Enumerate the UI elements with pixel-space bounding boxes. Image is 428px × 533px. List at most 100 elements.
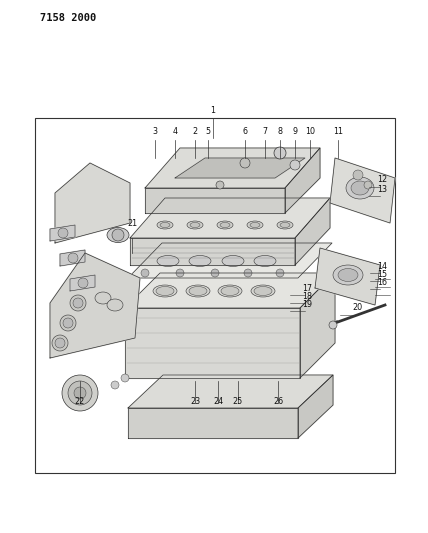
Ellipse shape [222, 255, 244, 266]
Text: 8: 8 [277, 127, 282, 136]
Circle shape [274, 147, 286, 159]
Circle shape [276, 269, 284, 277]
Circle shape [353, 170, 363, 180]
Circle shape [63, 318, 73, 328]
Text: 4: 4 [172, 127, 178, 136]
Circle shape [52, 335, 68, 351]
Ellipse shape [153, 285, 177, 297]
Text: 16: 16 [377, 278, 387, 287]
Ellipse shape [157, 221, 173, 229]
Circle shape [216, 181, 224, 189]
Ellipse shape [346, 177, 374, 199]
Polygon shape [125, 273, 335, 308]
Circle shape [121, 374, 129, 382]
Ellipse shape [189, 255, 211, 266]
Text: 13: 13 [377, 185, 387, 194]
Text: 7: 7 [262, 127, 268, 136]
Circle shape [70, 295, 86, 311]
Circle shape [55, 338, 65, 348]
Polygon shape [128, 408, 298, 438]
Ellipse shape [107, 228, 129, 243]
Polygon shape [145, 148, 320, 188]
Text: 17: 17 [302, 284, 312, 293]
Polygon shape [50, 253, 140, 358]
Polygon shape [60, 250, 85, 266]
Text: 7158 2000: 7158 2000 [40, 13, 96, 23]
Ellipse shape [254, 287, 272, 295]
Text: 18: 18 [302, 292, 312, 301]
Ellipse shape [250, 222, 260, 228]
Polygon shape [300, 273, 335, 378]
Polygon shape [130, 198, 330, 238]
Ellipse shape [107, 299, 123, 311]
Text: 21: 21 [127, 219, 137, 228]
Ellipse shape [190, 222, 200, 228]
Text: 1: 1 [211, 106, 216, 115]
Ellipse shape [95, 292, 111, 304]
Circle shape [78, 278, 88, 288]
Text: 20: 20 [352, 303, 362, 312]
Ellipse shape [338, 269, 358, 281]
Circle shape [364, 181, 372, 189]
Circle shape [60, 315, 76, 331]
Polygon shape [70, 275, 95, 291]
Ellipse shape [187, 221, 203, 229]
Ellipse shape [254, 255, 276, 266]
Circle shape [58, 228, 68, 238]
Ellipse shape [157, 255, 179, 266]
Polygon shape [145, 188, 285, 213]
Ellipse shape [160, 222, 170, 228]
Ellipse shape [189, 287, 207, 295]
Polygon shape [55, 163, 130, 243]
Polygon shape [128, 243, 332, 278]
Text: 9: 9 [292, 127, 297, 136]
Circle shape [244, 269, 252, 277]
Circle shape [176, 269, 184, 277]
Circle shape [111, 381, 119, 389]
Text: 11: 11 [333, 127, 343, 136]
Ellipse shape [351, 181, 369, 195]
Text: 14: 14 [377, 262, 387, 271]
Text: 15: 15 [377, 270, 387, 279]
Ellipse shape [333, 265, 363, 285]
Ellipse shape [217, 221, 233, 229]
Polygon shape [125, 308, 300, 378]
Circle shape [141, 269, 149, 277]
Text: 19: 19 [302, 300, 312, 309]
Ellipse shape [251, 285, 275, 297]
Text: 22: 22 [75, 397, 85, 406]
Text: 24: 24 [213, 397, 223, 406]
Polygon shape [315, 248, 380, 305]
Text: 2: 2 [193, 127, 198, 136]
Polygon shape [175, 158, 305, 178]
Text: 10: 10 [305, 127, 315, 136]
Text: 5: 5 [205, 127, 211, 136]
Ellipse shape [186, 285, 210, 297]
Text: 26: 26 [273, 397, 283, 406]
Ellipse shape [156, 287, 174, 295]
Circle shape [112, 229, 124, 241]
Polygon shape [295, 198, 330, 265]
Circle shape [62, 375, 98, 411]
Text: 23: 23 [190, 397, 200, 406]
Polygon shape [50, 225, 75, 241]
Circle shape [68, 381, 92, 405]
Polygon shape [330, 158, 395, 223]
Text: 25: 25 [233, 397, 243, 406]
Ellipse shape [221, 287, 239, 295]
Ellipse shape [280, 222, 290, 228]
Circle shape [74, 387, 86, 399]
Circle shape [68, 253, 78, 263]
Ellipse shape [220, 222, 230, 228]
Ellipse shape [247, 221, 263, 229]
Polygon shape [298, 375, 333, 438]
Text: 12: 12 [377, 175, 387, 184]
Text: 3: 3 [152, 127, 158, 136]
Circle shape [240, 158, 250, 168]
Ellipse shape [218, 285, 242, 297]
Bar [35, 118, 395, 473]
Text: 6: 6 [243, 127, 247, 136]
Polygon shape [130, 238, 295, 265]
Circle shape [73, 298, 83, 308]
Ellipse shape [277, 221, 293, 229]
